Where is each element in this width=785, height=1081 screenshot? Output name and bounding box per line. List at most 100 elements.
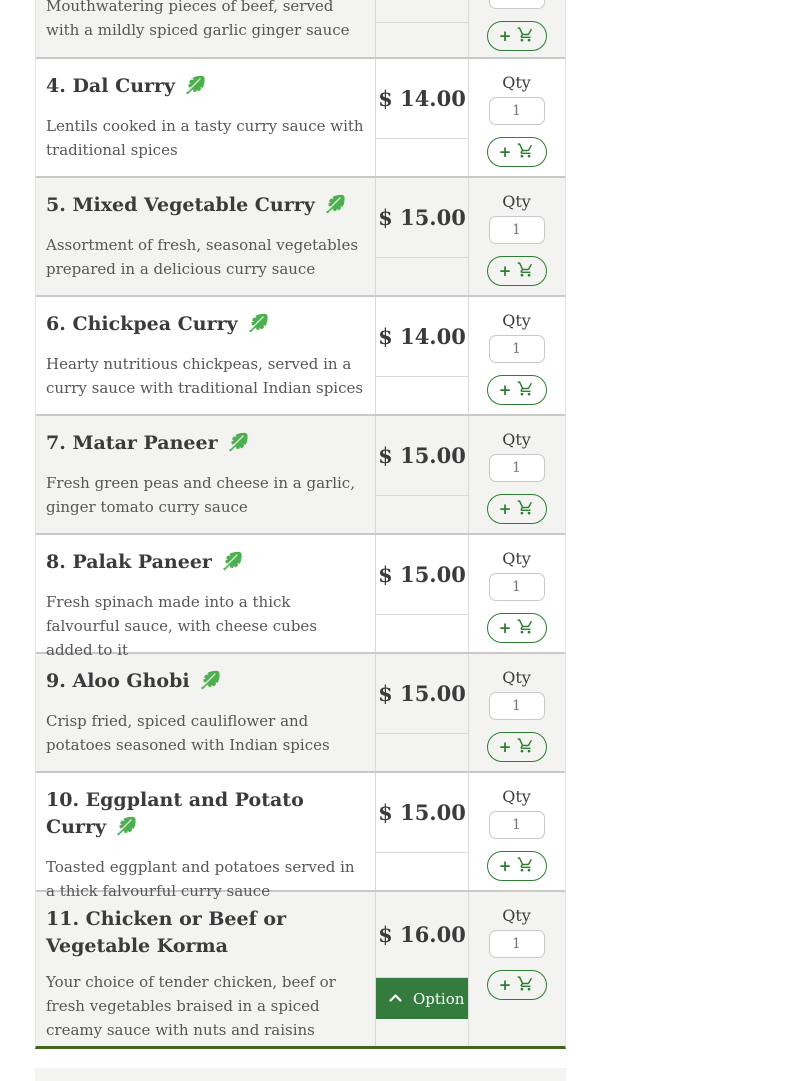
item-qty-cell: Qty + xyxy=(469,416,564,533)
qty-label: Qty xyxy=(502,787,531,806)
item-qty-cell: Qty + xyxy=(469,297,564,414)
item-description: Toasted eggplant and potatoes served in … xyxy=(46,858,355,900)
plus-icon: + xyxy=(498,499,512,518)
item-qty-cell: Qty + xyxy=(469,0,564,57)
item-name-cell: Mouthwatering pieces of beef, served wit… xyxy=(36,0,375,57)
qty-label: Qty xyxy=(502,430,531,449)
cart-icon xyxy=(517,618,534,638)
item-name-cell: 5. Mixed Vegetable Curry Assortment of f… xyxy=(36,178,375,295)
qty-label: Qty xyxy=(502,549,531,568)
item-name-cell: 7. Matar Paneer Fresh green peas and che… xyxy=(36,416,375,533)
item-description: Hearty nutritious chickpeas, served in a… xyxy=(46,355,364,397)
add-to-cart-button[interactable]: + xyxy=(486,256,547,286)
item-description: Fresh green peas and cheese in a garlic,… xyxy=(46,474,355,516)
quantity-input[interactable] xyxy=(488,454,545,482)
item-name-cell: 6. Chickpea Curry Hearty nutritious chic… xyxy=(36,297,375,414)
add-to-cart-button[interactable]: + xyxy=(486,375,547,405)
item-title: 7. Matar Paneer xyxy=(46,432,218,454)
item-description: Your choice of tender chicken, beef or f… xyxy=(46,973,336,1039)
item-price: $ 15.00 xyxy=(378,443,466,468)
item-title: 11. Chicken or Beef or Vegetable Korma xyxy=(46,908,287,957)
item-price-cell: $ 15.00 xyxy=(375,416,469,533)
option-button-label: Option xyxy=(413,989,465,1008)
add-to-cart-button[interactable]: + xyxy=(486,494,547,524)
item-description: Lentils cooked in a tasty curry sauce wi… xyxy=(46,117,364,159)
menu-item-row: 4. Dal Curry Lentils cooked in a tasty c… xyxy=(36,57,565,176)
add-to-cart-button[interactable]: + xyxy=(486,851,547,881)
menu-item-row: 5. Mixed Vegetable Curry Assortment of f… xyxy=(36,176,565,295)
qty-label: Qty xyxy=(502,906,531,925)
item-description: Crisp fried, spiced cauliflower and pota… xyxy=(46,712,330,754)
vegetarian-leaf-icon xyxy=(323,193,345,223)
plus-icon: + xyxy=(498,26,512,45)
item-price-cell: $ 15.00 xyxy=(375,535,469,652)
quantity-input[interactable] xyxy=(488,573,545,601)
add-to-cart-button[interactable]: + xyxy=(486,732,547,762)
plus-icon: + xyxy=(498,142,512,161)
chevron-up-icon xyxy=(388,990,403,1008)
menu-item-row: 8. Palak Paneer Fresh spinach made into … xyxy=(36,533,565,659)
item-price: $ 15.00 xyxy=(378,800,466,825)
cart-icon xyxy=(517,261,534,281)
add-to-cart-button[interactable]: + xyxy=(486,21,547,51)
item-price-cell: $ 15.00 xyxy=(375,773,469,890)
add-to-cart-button[interactable]: + xyxy=(486,613,547,643)
item-price: $ 15.00 xyxy=(378,205,466,230)
item-name-cell: 11. Chicken or Beef or Vegetable Korma Y… xyxy=(36,892,375,1046)
item-price-cell: $ 14.00 xyxy=(375,297,469,414)
quantity-input[interactable] xyxy=(488,692,545,720)
cart-icon xyxy=(517,142,534,162)
cart-icon xyxy=(517,975,534,995)
plus-icon: + xyxy=(498,975,512,994)
item-price: $ 16.00 xyxy=(378,922,466,947)
item-price-cell: $ 16.00 Option xyxy=(375,892,469,1046)
quantity-input[interactable] xyxy=(488,811,545,839)
plus-icon: + xyxy=(498,261,512,280)
next-section-strip xyxy=(35,1068,566,1081)
item-price-cell: $ 15.00 xyxy=(375,654,469,771)
vegetarian-leaf-icon xyxy=(183,74,205,104)
item-description: Mouthwatering pieces of beef, served wit… xyxy=(46,0,350,39)
plus-icon: + xyxy=(498,380,512,399)
vegetarian-leaf-icon xyxy=(226,431,248,461)
item-qty-cell: Qty + xyxy=(469,59,564,176)
item-price: $ 15.00 xyxy=(378,562,466,587)
cart-icon xyxy=(517,737,534,757)
quantity-input[interactable] xyxy=(488,216,545,244)
quantity-input[interactable] xyxy=(488,335,545,363)
qty-label: Qty xyxy=(502,668,531,687)
item-price: $ 14.00 xyxy=(378,86,466,111)
item-price-cell: $ 14.00 xyxy=(375,59,469,176)
item-name-cell: 9. Aloo Ghobi Crisp fried, spiced caulif… xyxy=(36,654,375,771)
item-description: Assortment of fresh, seasonal vegetables… xyxy=(46,236,359,278)
quantity-input[interactable] xyxy=(488,0,545,9)
item-name-cell: 4. Dal Curry Lentils cooked in a tasty c… xyxy=(36,59,375,176)
item-title: 10. Eggplant and Potato Curry xyxy=(46,789,304,838)
qty-label: Qty xyxy=(502,73,531,92)
item-qty-cell: Qty + xyxy=(469,892,564,1046)
item-price: $ 15.00 xyxy=(378,681,466,706)
vegetarian-leaf-icon xyxy=(114,815,136,845)
cart-icon xyxy=(517,380,534,400)
item-description: Fresh spinach made into a thick falvourf… xyxy=(46,593,318,659)
quantity-input[interactable] xyxy=(488,97,545,125)
cart-icon xyxy=(517,499,534,519)
vegetarian-leaf-icon xyxy=(198,669,220,699)
qty-label: Qty xyxy=(502,192,531,211)
menu-item-row-partial: Mouthwatering pieces of beef, served wit… xyxy=(36,0,565,57)
cart-icon xyxy=(517,26,534,46)
item-title: 9. Aloo Ghobi xyxy=(46,670,190,692)
item-title: 8. Palak Paneer xyxy=(46,551,212,573)
item-price-cell: $ 15.00 xyxy=(375,178,469,295)
add-to-cart-button[interactable]: + xyxy=(486,970,547,1000)
option-toggle-button[interactable]: Option xyxy=(376,978,468,1019)
item-name-cell: 10. Eggplant and Potato Curry Toasted eg… xyxy=(36,773,375,900)
quantity-input[interactable] xyxy=(488,930,545,958)
menu-item-row: 11. Chicken or Beef or Vegetable Korma Y… xyxy=(36,890,565,1046)
cart-icon xyxy=(517,856,534,876)
item-price: $ 14.00 xyxy=(378,324,466,349)
item-name-cell: 8. Palak Paneer Fresh spinach made into … xyxy=(36,535,375,659)
item-price-cell xyxy=(375,0,469,57)
add-to-cart-button[interactable]: + xyxy=(486,137,547,167)
